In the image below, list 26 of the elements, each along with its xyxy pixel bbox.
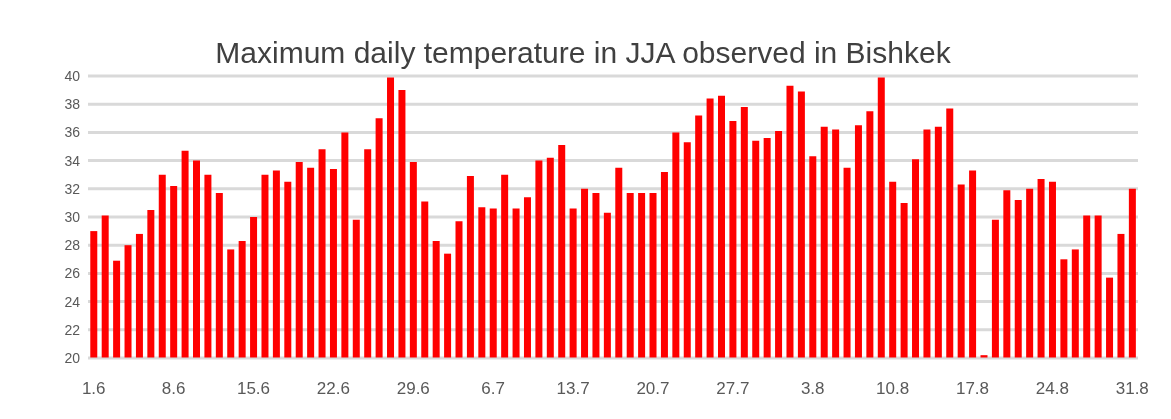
y-tick-label: 38 <box>64 96 81 113</box>
chart-title: Maximum daily temperature in JJA observed in Bishkek <box>215 36 951 69</box>
x-tick-label: 3.8 <box>800 379 825 399</box>
x-tick-label: 15.6 <box>236 379 271 399</box>
x-tick-label: 31.8 <box>1115 379 1149 399</box>
y-tick-label: 26 <box>64 265 81 282</box>
x-tick-label: 22.6 <box>316 379 350 399</box>
x-tick-label: 20.7 <box>636 379 670 399</box>
y-tick-label: 40 <box>64 67 81 84</box>
y-tick-label: 22 <box>64 321 81 338</box>
x-tick-label: 27.7 <box>716 379 750 399</box>
y-tick-label: 36 <box>64 124 81 141</box>
x-tick-label: 24.8 <box>1035 379 1069 399</box>
x-tick-label: 29.6 <box>396 379 430 399</box>
y-tick-label: 30 <box>64 208 81 225</box>
x-tick-label: 17.8 <box>955 379 990 399</box>
x-tick-label: 6.7 <box>481 379 505 399</box>
x-tick-label: 13.7 <box>556 379 590 399</box>
y-tick-label: 34 <box>64 152 81 169</box>
y-tick-label: 20 <box>64 349 81 366</box>
x-tick-label: 1.6 <box>81 379 106 399</box>
x-tick-label: 8.6 <box>161 379 186 399</box>
y-tick-label: 24 <box>64 293 81 310</box>
x-tick-label: 10.8 <box>876 379 910 399</box>
y-tick-label: 28 <box>64 237 81 254</box>
y-tick-label: 32 <box>64 180 81 197</box>
